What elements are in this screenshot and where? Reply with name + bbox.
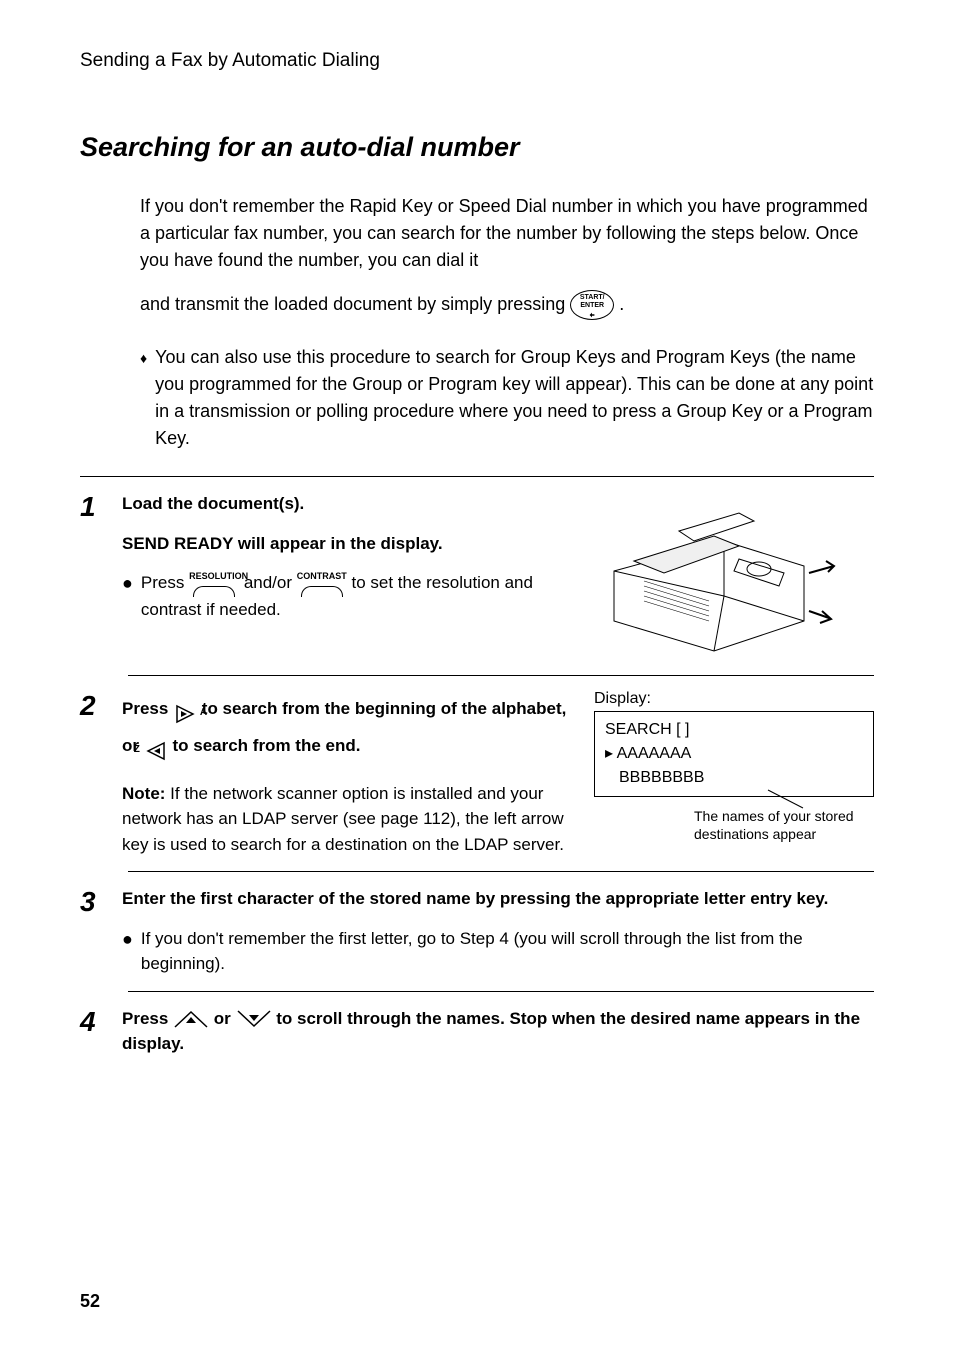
- contrast-key-icon: CONTRAST: [297, 570, 347, 597]
- down-arrow-key-icon: [236, 1009, 272, 1029]
- intro-post: .: [619, 294, 624, 314]
- display-line-3: BBBBBBBB: [605, 766, 863, 790]
- step-2-display-area: Display: SEARCH [ ] ▸ AAAAAAA BBBBBBBB T…: [594, 690, 874, 857]
- start-label-2: ENTER: [580, 302, 604, 309]
- step-3-content: Enter the first character of the stored …: [122, 886, 874, 977]
- diamond-bullet-section: ♦ You can also use this procedure to sea…: [140, 344, 874, 452]
- step-3-bullet: ● If you don't remember the first letter…: [122, 926, 874, 977]
- step-1-bullet: ● Press RESOLUTION and/or CONTRAST to se…: [122, 570, 580, 622]
- up-arrow-key-icon: [173, 1009, 209, 1029]
- note-label: Note:: [122, 784, 165, 803]
- page-number: 52: [80, 1291, 100, 1312]
- step-2-text: Press A to search from the beginning of …: [122, 690, 580, 765]
- page-header: Sending a Fax by Automatic Dialing: [80, 50, 874, 72]
- resolution-label: RESOLUTION: [189, 570, 239, 584]
- step-1-subtitle: SEND READY will appear in the display.: [122, 531, 580, 557]
- bullet-dot-icon: ●: [122, 574, 133, 622]
- display-caption: The names of your stored destinations ap…: [694, 807, 874, 843]
- step-1-content: Load the document(s). SEND READY will ap…: [122, 491, 580, 661]
- step2-mid2: to search from the end.: [172, 736, 360, 755]
- resolution-key-icon: RESOLUTION: [189, 570, 239, 597]
- intro-text-1: If you don't remember the Rapid Key or S…: [140, 196, 868, 270]
- triangle-right-icon: ▸: [605, 742, 613, 766]
- display-label: Display:: [594, 690, 874, 708]
- step-4-content: Press or to scroll through the names. St…: [122, 1006, 874, 1057]
- display-line-1: SEARCH [ ]: [605, 718, 863, 742]
- display-line-2-row: ▸ AAAAAAA: [605, 742, 863, 766]
- step-1-number: 1: [80, 491, 108, 661]
- step-3-row: 3 Enter the first character of the store…: [80, 872, 874, 991]
- press-text: Press: [141, 573, 184, 592]
- step-1-title: Load the document(s).: [122, 491, 580, 517]
- andor-text: and/or: [244, 573, 297, 592]
- fax-machine-icon: [594, 491, 854, 661]
- step-2-number: 2: [80, 690, 108, 857]
- contrast-label: CONTRAST: [297, 570, 347, 584]
- step-3-title: Enter the first character of the stored …: [122, 886, 874, 912]
- step2-pre: Press: [122, 699, 173, 718]
- section-title: Searching for an auto-dial number: [80, 132, 874, 163]
- pointer-line-icon: [763, 788, 823, 810]
- display-line-2: AAAAAAA: [617, 745, 692, 762]
- step-4-row: 4 Press or to scroll through the names. …: [80, 992, 874, 1071]
- diamond-icon: ♦: [140, 348, 147, 452]
- step-2-note: Note: If the network scanner option is i…: [122, 781, 580, 858]
- step-1-illustration: [594, 491, 874, 661]
- step4-mid: or: [214, 1009, 236, 1028]
- letter-a: A: [200, 702, 207, 724]
- step-2-row: 2 Press A to search from the beginning o…: [80, 676, 874, 871]
- intro-pre: and transmit the loaded document by simp…: [140, 294, 570, 314]
- display-box: SEARCH [ ] ▸ AAAAAAA BBBBBBBB: [594, 711, 874, 797]
- intro-paragraph: If you don't remember the Rapid Key or S…: [140, 193, 874, 274]
- diamond-bullet-text: You can also use this procedure to searc…: [155, 344, 874, 452]
- letter-z: Z: [134, 739, 140, 761]
- step-3-bullet-text: If you don't remember the first letter, …: [141, 926, 874, 977]
- step-4-number: 4: [80, 1006, 108, 1057]
- intro-line-2: and transmit the loaded document by simp…: [140, 290, 874, 320]
- step-1-row: 1 Load the document(s). SEND READY will …: [80, 477, 874, 675]
- start-enter-button-icon: START/ ENTER: [570, 290, 614, 320]
- right-arrow-key-icon: A: [173, 700, 197, 720]
- note-body: If the network scanner option is install…: [122, 784, 564, 854]
- left-arrow-key-icon: Z: [144, 737, 168, 757]
- step4-pre: Press: [122, 1009, 173, 1028]
- start-label-1: START/: [580, 294, 605, 301]
- step-3-number: 3: [80, 886, 108, 977]
- step-1-bullet-text: Press RESOLUTION and/or CONTRAST to set …: [141, 570, 580, 622]
- step-2-content: Press A to search from the beginning of …: [122, 690, 580, 857]
- bullet-dot-icon-2: ●: [122, 930, 133, 977]
